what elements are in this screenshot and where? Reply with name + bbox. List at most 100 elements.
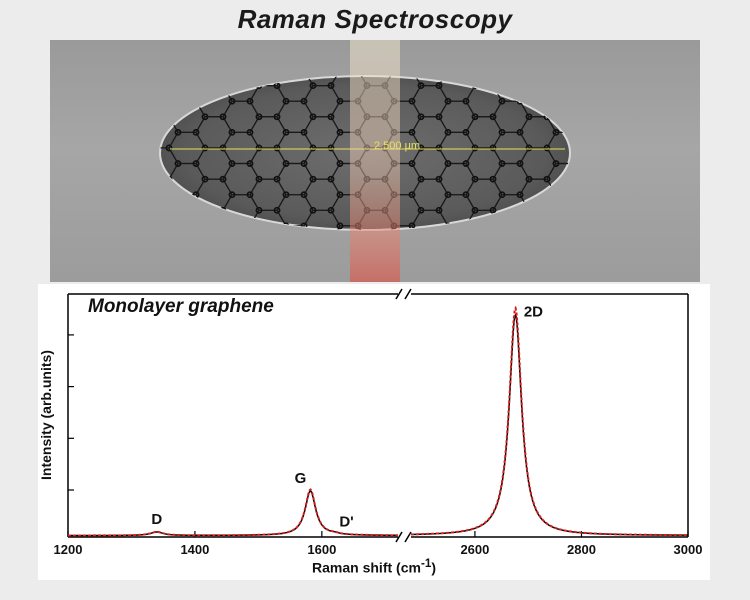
lattice-atom (192, 97, 200, 105)
lattice-atom (688, 208, 693, 213)
lattice-atom (526, 270, 531, 275)
lattice-hexagon (88, 210, 124, 241)
lattice-atom (607, 99, 612, 104)
lattice-atom (201, 206, 209, 214)
lattice-atom (652, 114, 657, 119)
lattice-atom (112, 145, 117, 150)
lattice-atom (85, 99, 90, 104)
lattice-atom (139, 223, 144, 228)
x-axis-label: Raman shift (cm-1) (312, 557, 436, 576)
lattice-atom (174, 160, 182, 167)
lattice-atom (543, 144, 551, 152)
lattice-hexagon (412, 40, 448, 54)
lattice-hexagon (160, 209, 179, 230)
lattice-hexagon (160, 76, 179, 87)
lattice-atom (625, 223, 630, 228)
lattice-atom (148, 270, 153, 275)
lattice-atom (607, 254, 612, 259)
lattice-atom (490, 270, 495, 275)
lattice-hexagon (601, 40, 637, 70)
lattice-atom (571, 192, 576, 197)
lattice-hexagon (547, 40, 583, 70)
lattice-atom (543, 206, 551, 214)
lattice-atom (139, 223, 144, 228)
lattice-atom (661, 161, 666, 166)
lattice-atom (472, 239, 477, 244)
lattice-atom (580, 270, 585, 275)
lattice-atom (445, 254, 450, 259)
laser-beam (350, 40, 400, 282)
lattice-atom (499, 254, 504, 259)
lattice-hexagon (88, 273, 124, 282)
lattice-atom (525, 82, 533, 89)
lattice-hexagon (304, 241, 340, 272)
lattice-atom (625, 130, 630, 135)
lattice-atom (571, 192, 576, 197)
lattice-atom (652, 114, 657, 119)
lattice-atom (220, 270, 225, 275)
lattice-atom (607, 67, 612, 72)
lattice-atom (688, 177, 693, 182)
lattice-atom (516, 129, 524, 136)
lattice-atom (246, 222, 254, 230)
lattice-atom (228, 191, 236, 199)
lattice-atom (300, 97, 308, 105)
lattice-atom (634, 270, 639, 275)
lattice-atom (571, 254, 576, 259)
lattice-atom (652, 270, 657, 275)
lattice-hexagon (160, 84, 179, 118)
lattice-atom (417, 113, 425, 121)
lattice-atom (202, 52, 207, 57)
lattice-atom (499, 40, 504, 41)
lattice-atom (634, 239, 639, 244)
lattice-atom (229, 40, 234, 41)
lattice-hexagon (493, 257, 529, 282)
lattice-atom (301, 40, 306, 41)
lattice-atom (634, 208, 639, 213)
lattice-atom (544, 239, 549, 244)
lattice-atom (625, 223, 630, 228)
lattice-atom (273, 144, 281, 152)
lattice-atom (517, 254, 522, 259)
lattice-atom (661, 67, 666, 72)
lattice-atom (85, 161, 90, 166)
lattice-atom (688, 239, 693, 244)
lattice-atom (444, 191, 452, 199)
lattice-atom (544, 52, 549, 57)
lattice-atom (418, 52, 423, 57)
lattice-atom (148, 239, 153, 244)
lattice-atom (490, 239, 495, 244)
lattice-atom (94, 239, 99, 244)
lattice-hexagon (466, 273, 502, 282)
lattice-atom (337, 67, 342, 72)
lattice-atom (552, 222, 560, 230)
lattice-atom (219, 82, 227, 89)
lattice-atom (688, 145, 693, 150)
lattice-atom (274, 270, 279, 275)
lattice-atom (688, 83, 693, 88)
lattice-atom (256, 239, 261, 244)
lattice-atom (148, 145, 153, 150)
lattice-atom (310, 52, 315, 57)
lattice-atom (283, 254, 288, 259)
lattice-atom (543, 175, 551, 183)
lattice-atom (148, 83, 153, 88)
lattice-atom (256, 52, 261, 57)
lattice-atom (255, 175, 263, 183)
lattice-atom (498, 160, 506, 167)
lattice-atom (688, 177, 693, 182)
lattice-atom (193, 67, 198, 72)
lattice-atom (607, 223, 612, 228)
lattice-atom (193, 40, 198, 41)
lattice-hexagon (601, 226, 637, 257)
lattice-atom (634, 114, 639, 119)
lattice-atom (228, 160, 236, 167)
lattice-atom (409, 67, 414, 72)
lattice-atom (174, 97, 182, 105)
lattice-hexagon (115, 40, 151, 70)
lattice-atom (489, 206, 497, 214)
lattice-atom (525, 82, 533, 89)
lattice-atom (409, 40, 414, 41)
lattice-atom (139, 192, 144, 197)
lattice-hexagon (196, 273, 232, 282)
